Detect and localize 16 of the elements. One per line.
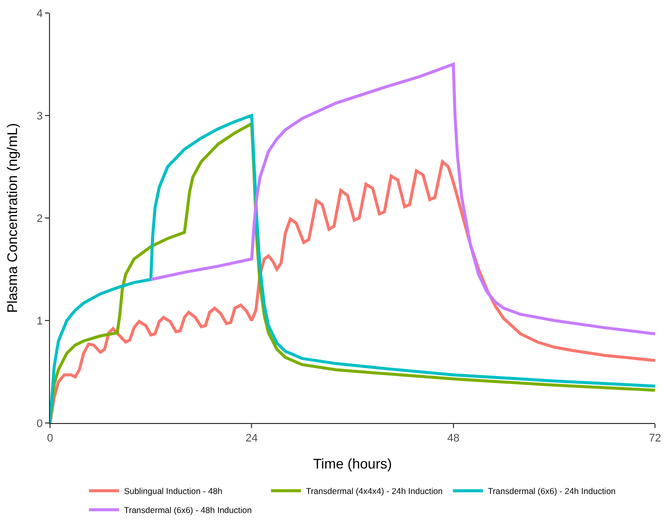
- x-tick-label: 0: [46, 432, 54, 444]
- x-tick-label: 72: [648, 432, 662, 444]
- y-tick-label: 3: [36, 110, 43, 122]
- x-axis-title: Time (hours): [313, 456, 392, 472]
- y-axis-title: Plasma Concentration (ng/mL): [4, 123, 20, 313]
- line-series: [149, 62, 655, 336]
- legend-label: Sublingual Induction - 48h: [124, 486, 223, 496]
- y-tick-label: 4: [36, 8, 43, 20]
- legend-label: Transdermal (4x4x4) - 24h Induction: [306, 486, 443, 496]
- x-tick-label: 24: [246, 432, 258, 444]
- x-tick-label: 48: [447, 432, 460, 444]
- legend-label: Transdermal (6x6) - 24h Induction: [488, 486, 616, 496]
- legend-label: Transdermal (6x6) - 48h Induction: [124, 505, 252, 516]
- y-tick-label: 1: [36, 315, 43, 328]
- y-tick-label: 0: [36, 418, 43, 430]
- y-tick-label: 2: [36, 212, 43, 225]
